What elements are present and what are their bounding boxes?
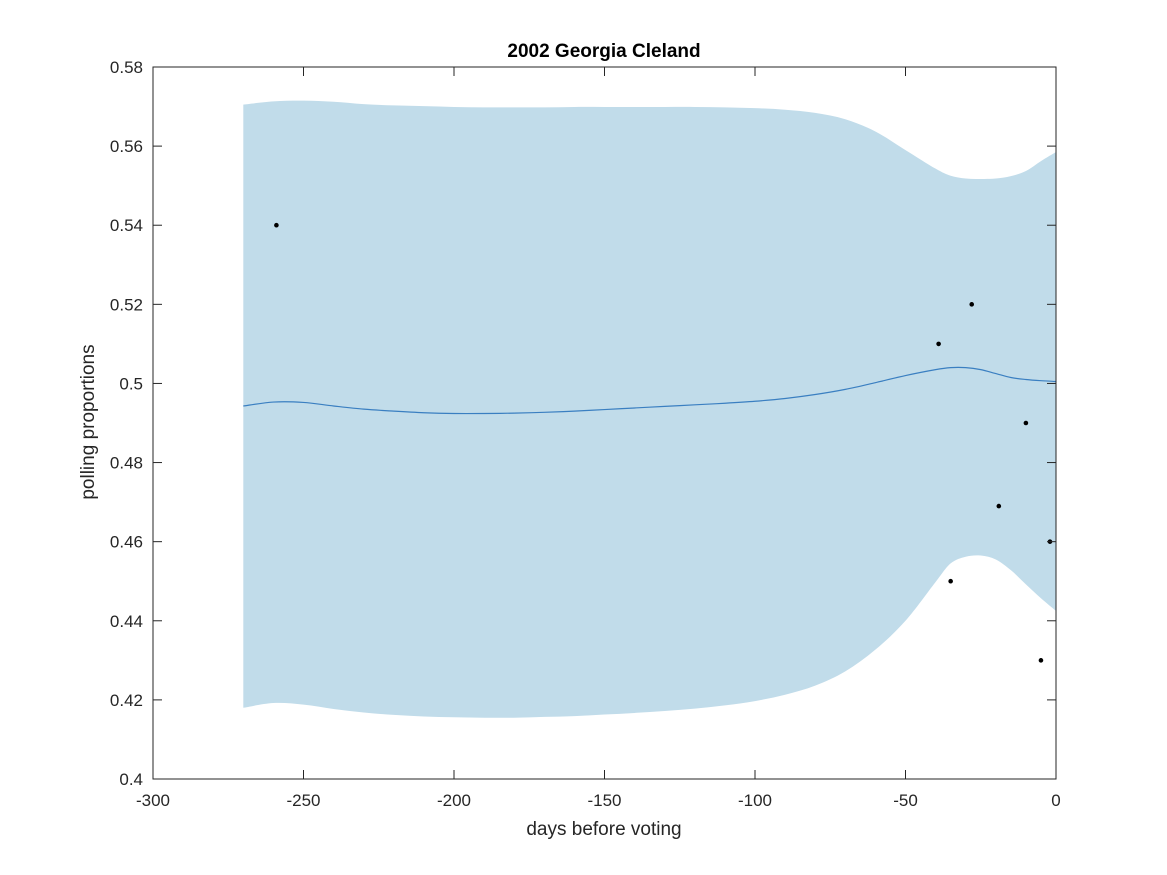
y-tick-label: 0.5 bbox=[119, 374, 143, 393]
data-point bbox=[969, 302, 975, 307]
x-tick-label: -200 bbox=[437, 791, 471, 810]
x-axis-label: days before voting bbox=[526, 819, 681, 840]
y-tick-label: 0.42 bbox=[110, 691, 143, 710]
x-tick-label: -250 bbox=[286, 791, 320, 810]
x-tick-label: -300 bbox=[136, 791, 170, 810]
y-tick-label: 0.44 bbox=[110, 612, 143, 631]
y-tick-label: 0.52 bbox=[110, 295, 143, 314]
y-tick-label: 0.4 bbox=[119, 770, 143, 789]
confidence-band bbox=[243, 100, 1057, 718]
y-tick-label: 0.46 bbox=[110, 533, 143, 552]
y-tick-label: 0.58 bbox=[110, 58, 143, 77]
x-tick-label: -50 bbox=[893, 791, 918, 810]
y-tick-label: 0.56 bbox=[110, 137, 143, 156]
axes: -300 -250 -200 -150 -100 -50 0 0.4 0.42 0.44 0.46 0… bbox=[110, 58, 1061, 810]
data-point bbox=[274, 222, 279, 228]
x-tick-label: -150 bbox=[587, 791, 621, 810]
y-tick-label: 0.54 bbox=[110, 216, 143, 235]
x-tick-label: 0 bbox=[1051, 791, 1060, 810]
data-point bbox=[1023, 420, 1029, 426]
data-point bbox=[996, 503, 1002, 509]
data-point bbox=[948, 578, 953, 584]
chart-title: 2002 Georgia Cleland bbox=[507, 41, 700, 62]
x-tick-label: -100 bbox=[738, 791, 772, 810]
y-axis-label: polling proportions bbox=[78, 344, 99, 499]
data-point bbox=[936, 341, 941, 347]
data-point bbox=[1038, 658, 1044, 663]
plot-area bbox=[243, 100, 1057, 718]
y-tick-label: 0.48 bbox=[110, 454, 143, 473]
mean-line bbox=[243, 366, 1057, 415]
